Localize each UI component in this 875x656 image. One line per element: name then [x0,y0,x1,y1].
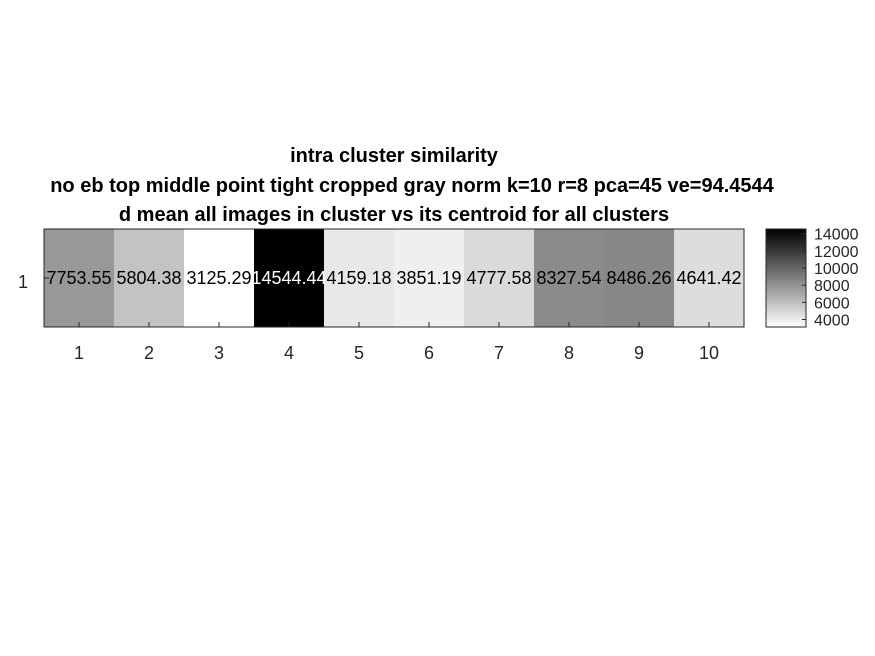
colorbar-gradient [765,228,807,328]
chart-title-line-3: d mean all images in cluster vs its cent… [119,204,669,226]
x-tick-label: 8 [564,343,574,363]
x-tick-label: 1 [74,343,84,363]
heatmap-cell [604,229,675,327]
x-tick-label: 9 [634,343,644,363]
colorbar-tick-label: 8000 [814,278,850,295]
colorbar-tick-label: 6000 [814,295,850,312]
colorbar-tick-label: 10000 [814,261,859,278]
colorbar-tick-label: 14000 [814,227,859,244]
heatmap-cell [184,229,255,327]
x-tick-label: 7 [494,343,504,363]
cell-value-label: 4159.18 [326,268,391,288]
chart-title-line-2: no eb top middle point tight cropped gra… [50,175,774,197]
heatmap-cell [674,229,745,327]
heatmap-cell-labels: 7753.55 5804.38 3125.29 14544.44 4159.18 3851… [46,268,741,288]
chart-title-line-1: intra cluster similarity [290,145,499,167]
x-tick-label: 2 [144,343,154,363]
heatmap-cell [324,229,395,327]
x-axis: 1 2 3 4 5 6 7 8 9 10 [44,277,719,363]
x-tick-label: 3 [214,343,224,363]
cell-value-label: 8486.26 [606,268,671,288]
colorbar-tick-label: 4000 [814,312,850,329]
y-tick-label: 1 [18,272,28,292]
heatmap-cell [114,229,185,327]
heatmap-cells [44,229,745,327]
colorbar-tick-label: 12000 [814,244,859,261]
x-tick-label: 10 [699,343,719,363]
heatmap-cell [254,229,325,327]
cell-value-label: 7753.55 [46,268,111,288]
x-tick-label: 4 [284,343,294,363]
x-tick-label: 6 [424,343,434,363]
x-tick-label: 5 [354,343,364,363]
cell-value-label: 5804.38 [116,268,181,288]
heatmap-cell [394,229,465,327]
cell-value-label: 4641.42 [676,268,741,288]
cell-value-label: 8327.54 [536,268,601,288]
cell-value-label: 14544.44 [251,268,326,288]
heatmap-cell [464,229,535,327]
heatmap-cell [534,229,605,327]
cell-value-label: 3125.29 [186,268,251,288]
cell-value-label: 4777.58 [466,268,531,288]
heatmap-cell [44,229,115,327]
cell-value-label: 3851.19 [396,268,461,288]
